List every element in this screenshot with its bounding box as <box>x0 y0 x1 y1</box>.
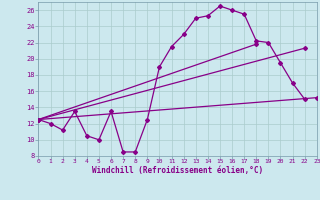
X-axis label: Windchill (Refroidissement éolien,°C): Windchill (Refroidissement éolien,°C) <box>92 166 263 175</box>
